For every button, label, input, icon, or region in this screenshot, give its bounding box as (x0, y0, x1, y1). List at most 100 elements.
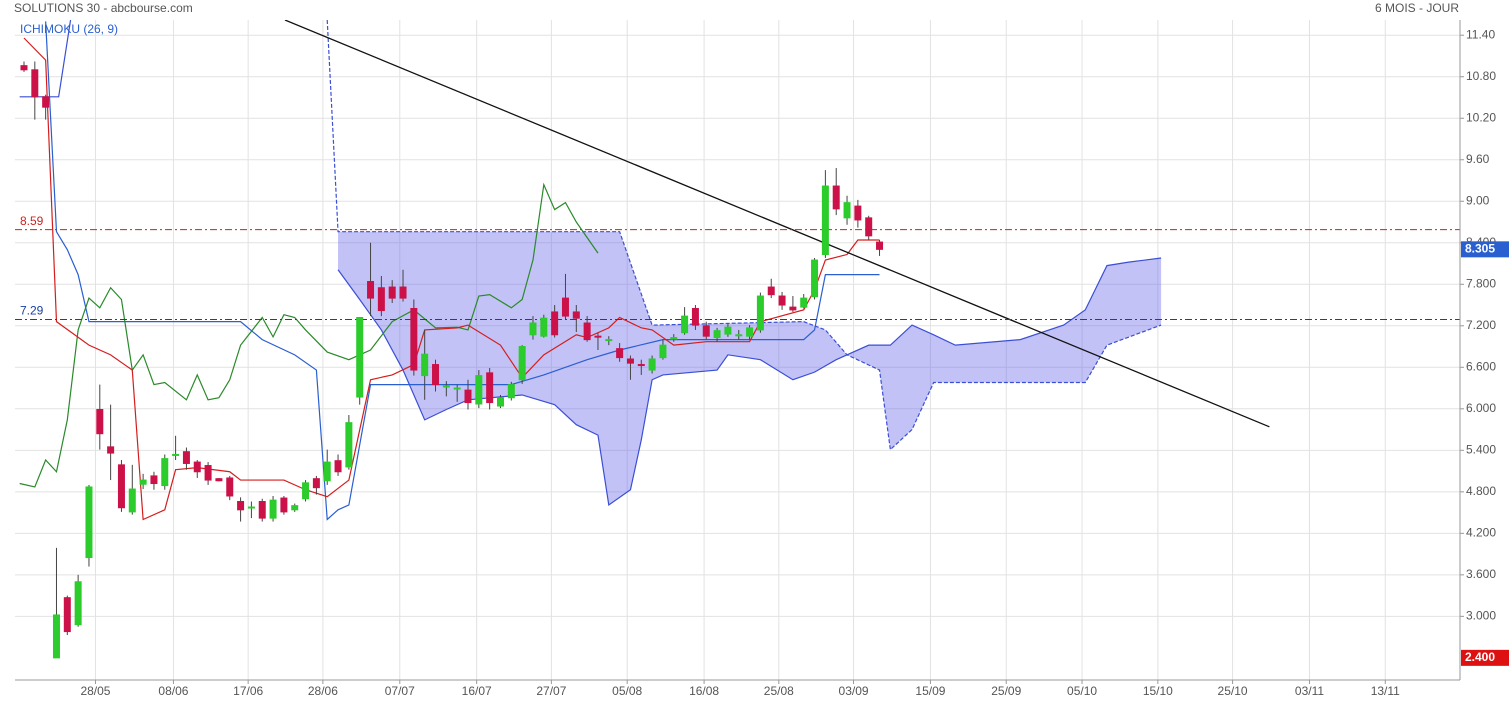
x-tick-label: 27/07 (536, 684, 566, 698)
y-tick-label: 9.00 (1466, 193, 1490, 207)
candle-body (659, 344, 667, 359)
y-tick-label: 5.400 (1466, 442, 1496, 456)
candle-body (269, 499, 277, 519)
candle-body (215, 478, 223, 482)
candle-body (52, 614, 60, 659)
candle-body (410, 307, 418, 371)
candle-body (789, 306, 797, 311)
candle-body (486, 372, 494, 404)
candle-body (821, 185, 829, 256)
candle-body (399, 286, 407, 299)
candle-body (681, 315, 689, 334)
trend-line (284, 20, 1270, 428)
candle-body (767, 286, 775, 296)
candle-body (529, 322, 537, 336)
x-tick-label: 13/11 (1371, 684, 1400, 698)
period-label: 6 MOIS - JOUR (1375, 1, 1459, 15)
candle-body (388, 286, 396, 299)
candle-body (421, 353, 429, 377)
candle-body (778, 295, 786, 306)
chikou-line (19, 182, 599, 488)
y-tick-label: 10.20 (1466, 110, 1496, 124)
candle-body (31, 69, 39, 98)
y-tick-label: 7.200 (1466, 318, 1496, 332)
candle-body (561, 297, 569, 317)
candle-body (334, 460, 342, 473)
candle-body (312, 478, 320, 489)
y-tick-label: 11.40 (1466, 27, 1495, 41)
x-tick-label: 05/10 (1067, 684, 1097, 698)
min-price-label: 2.400 (1465, 650, 1495, 664)
annotations: 3.000 3.600 4.200 4.800 5.400 6.000 6.600 7.200… (20, 27, 1509, 698)
candle-body (518, 346, 526, 381)
candle-body (540, 317, 548, 337)
candle-body (161, 458, 169, 487)
candle-body (377, 287, 385, 312)
candle-body (800, 297, 808, 308)
level-label: 7.29 (20, 304, 44, 318)
min-price-box (1461, 649, 1509, 666)
y-tick-label: 4.200 (1466, 526, 1496, 540)
candle-body (811, 259, 819, 298)
candle-body (150, 475, 158, 485)
candle-body (702, 325, 710, 337)
candle-body (280, 497, 288, 513)
candle-body (85, 486, 93, 559)
candle-body (865, 217, 873, 237)
chart-title: SOLUTIONS 30 - abcbourse.com (14, 1, 193, 15)
candle-body (291, 505, 299, 511)
candle-body (670, 337, 678, 340)
candle-body (107, 446, 115, 454)
candle-body (345, 422, 353, 468)
x-tick-label: 05/08 (612, 684, 642, 698)
candle-body (854, 205, 862, 221)
candle-body (96, 408, 104, 435)
candle-body (139, 479, 147, 485)
x-tick-label: 15/10 (1143, 684, 1173, 698)
candle-body (172, 453, 180, 456)
last-price-label: 8.305 (1465, 242, 1495, 256)
y-tick-label: 6.000 (1466, 401, 1496, 415)
candle-body (128, 488, 136, 513)
candle-body (475, 375, 483, 405)
candle-body (323, 461, 331, 482)
candle-body (713, 330, 721, 339)
candle-body (756, 295, 764, 331)
x-tick-label: 03/09 (839, 684, 869, 698)
candle-body (182, 451, 190, 464)
x-tick-label: 25/10 (1218, 684, 1248, 698)
candle-body (832, 185, 840, 210)
candle-body (735, 334, 743, 337)
candle-body (442, 385, 450, 388)
candle-body (691, 307, 699, 326)
plot-area (15, 20, 1460, 659)
candle-body (464, 389, 472, 404)
kijun-line (45, 21, 880, 521)
x-tick-label: 28/05 (80, 684, 110, 698)
candle-body (42, 96, 50, 108)
candle-body (496, 397, 504, 407)
candle-body (648, 358, 656, 371)
candle-body (724, 326, 732, 335)
indicator-label: ICHIMOKU (26, 9) (20, 22, 118, 36)
span-b-line (326, 20, 1162, 451)
candle-body (876, 241, 884, 250)
cloud-fill (338, 231, 1162, 505)
candle-body (226, 477, 234, 497)
candle-body (74, 581, 82, 626)
x-tick-label: 03/11 (1295, 684, 1324, 698)
candle-body (637, 364, 645, 367)
x-tick-label: 25/09 (991, 684, 1021, 698)
candle-body (583, 322, 591, 341)
candle-body (302, 482, 310, 500)
candle-body (356, 316, 364, 398)
x-tick-label: 25/08 (764, 684, 794, 698)
candle-body (204, 465, 212, 481)
y-tick-label: 3.000 (1466, 609, 1496, 623)
candle-body (20, 65, 28, 71)
y-tick-label: 7.800 (1466, 276, 1496, 290)
x-tick-label: 07/07 (385, 684, 415, 698)
